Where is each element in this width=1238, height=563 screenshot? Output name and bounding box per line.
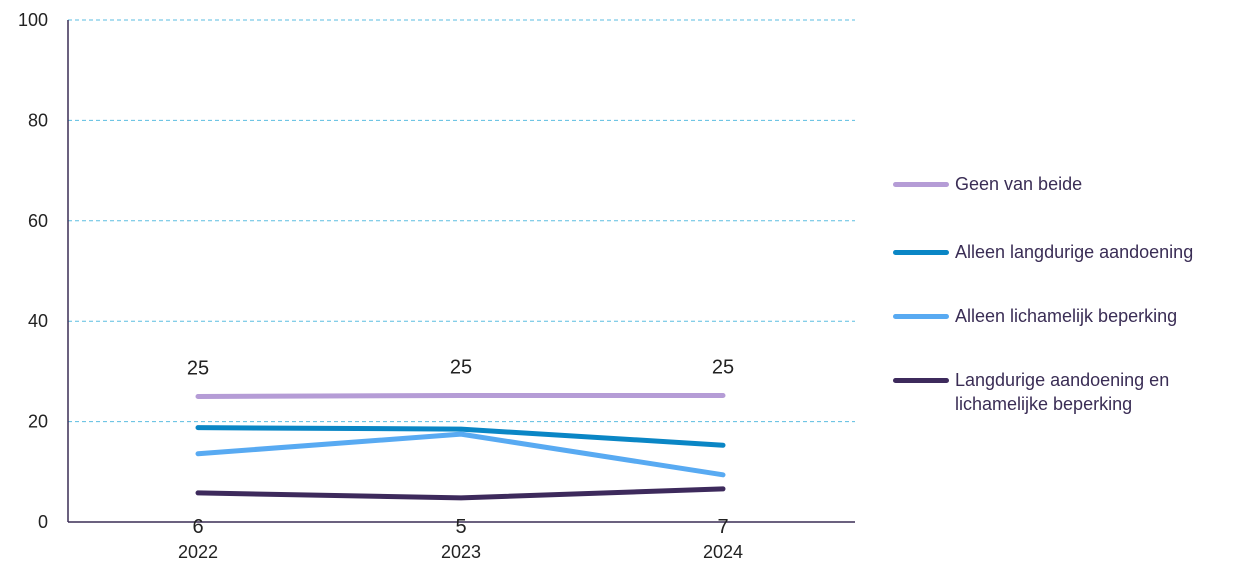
legend-label: Alleen lichamelijk beperking [955, 304, 1225, 328]
data-label: 25 [712, 356, 734, 378]
data-label: 25 [187, 358, 209, 380]
x-tick-label: 2022 [178, 542, 218, 562]
legend-label-line: Alleen lichamelijk beperking [955, 306, 1178, 326]
x-tick-label: 2023 [441, 542, 481, 562]
y-tick-label: 40 [28, 311, 48, 331]
legend-label-line: Alleen langdurige aandoening [955, 242, 1194, 262]
legend-swatch [893, 250, 949, 255]
legend-label-line: Langdurige aandoening en [955, 370, 1170, 390]
y-tick-label: 20 [28, 412, 48, 432]
series-line-2 [195, 431, 726, 478]
y-tick-label: 60 [28, 211, 48, 231]
series-line-3 [195, 486, 726, 501]
legend-label: Langdurige aandoening en lichamelijke bep… [955, 368, 1225, 416]
legend-label-line: lichamelijke beperking [955, 394, 1133, 414]
series-line-1 [195, 425, 726, 448]
series-line-0 [195, 392, 726, 399]
y-tick-label: 80 [28, 110, 48, 130]
legend-label: Geen van beide [955, 172, 1225, 196]
y-tick-label: 0 [38, 512, 48, 532]
x-tick-label: 2024 [703, 542, 743, 562]
legend-label-line: Geen van beide [955, 174, 1083, 194]
data-label: 6 [192, 516, 203, 538]
legend-swatch [893, 314, 949, 319]
data-label: 7 [717, 516, 728, 538]
data-label: 25 [450, 356, 472, 378]
legend-swatch [893, 378, 949, 383]
data-label: 5 [455, 516, 466, 538]
legend-swatch [893, 182, 949, 187]
y-tick-label: 100 [18, 10, 48, 30]
legend-label: Alleen langdurige aandoening [955, 240, 1225, 264]
